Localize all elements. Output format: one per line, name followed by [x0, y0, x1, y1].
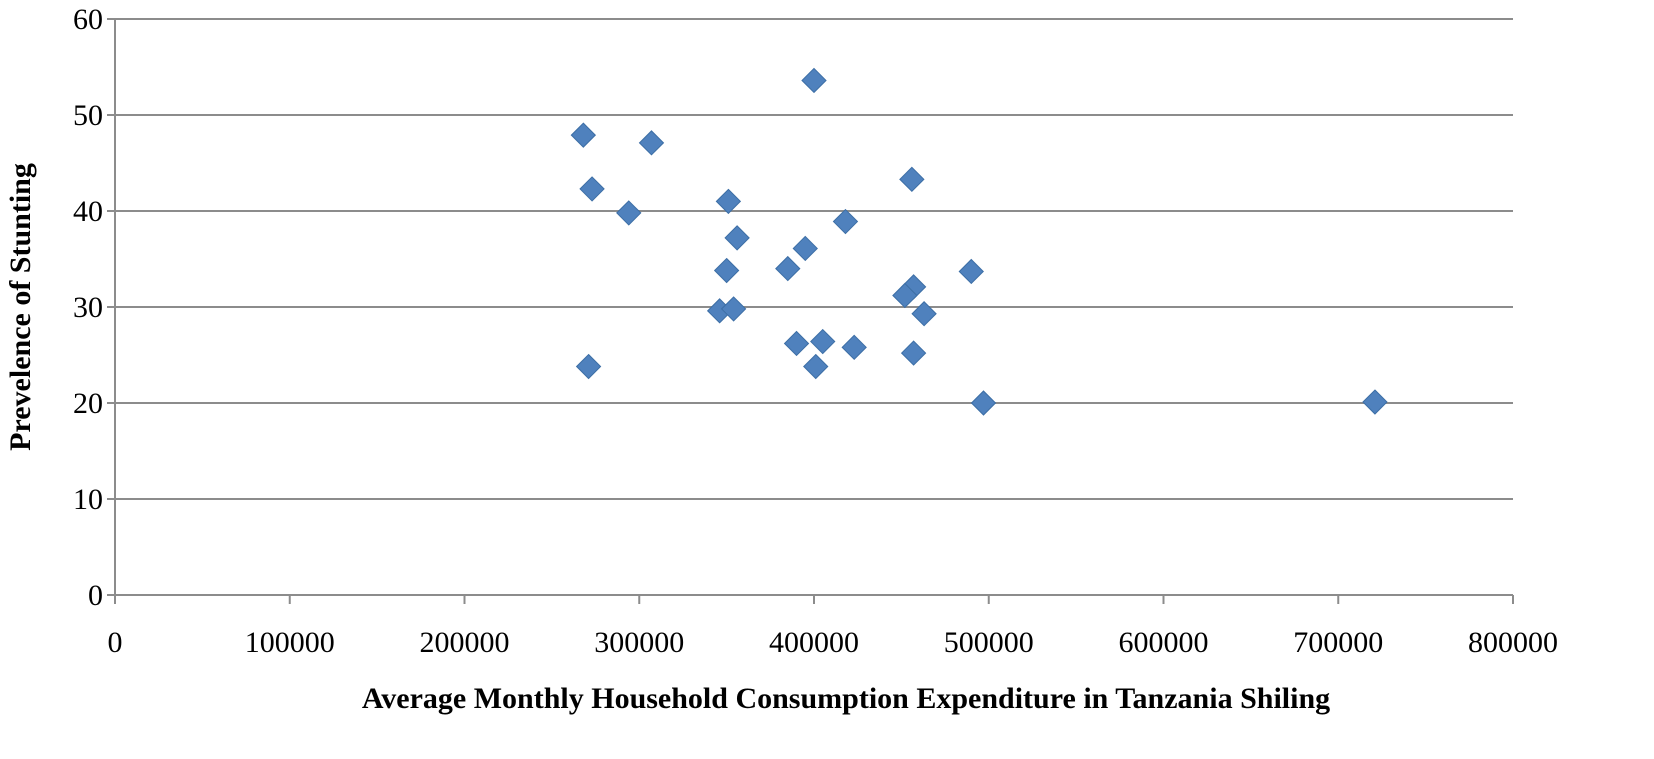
y-tick-labels: 0 10 20 30 40 50 60	[73, 3, 103, 612]
y-tick-label: 10	[73, 483, 103, 516]
y-tick-label: 50	[73, 99, 103, 132]
x-tick-label: 100000	[245, 626, 335, 659]
data-point	[638, 130, 665, 156]
data-point	[892, 282, 918, 309]
y-tick-label: 40	[73, 195, 103, 228]
x-axis-title: Average Monthly Household Consumption Ex…	[362, 682, 1330, 715]
data-points	[570, 67, 1388, 416]
data-point	[616, 200, 642, 226]
data-point	[713, 257, 740, 284]
data-point	[841, 334, 867, 361]
data-point	[775, 255, 801, 282]
data-point	[958, 258, 984, 285]
data-point	[970, 390, 997, 416]
data-point	[900, 340, 927, 366]
data-point	[911, 301, 937, 327]
data-point	[575, 353, 602, 380]
data-point	[1362, 389, 1388, 415]
data-point	[810, 328, 836, 355]
x-tick-label: 600000	[1119, 626, 1209, 659]
data-point	[570, 122, 597, 148]
x-tick-label: 800000	[1468, 626, 1558, 659]
data-point	[579, 176, 605, 202]
data-point	[724, 225, 750, 251]
data-point	[832, 208, 859, 235]
data-point	[801, 67, 827, 94]
data-point	[803, 353, 829, 380]
y-tick-label: 20	[73, 387, 103, 420]
x-tick-label: 300000	[594, 626, 684, 659]
x-tick-label: 500000	[944, 626, 1034, 659]
x-tick-label: 0	[108, 626, 123, 659]
y-tick-label: 30	[73, 291, 103, 324]
data-point	[783, 330, 810, 357]
y-tick-label: 60	[73, 3, 103, 36]
x-tick-label: 400000	[769, 626, 859, 659]
x-tick-label: 700000	[1293, 626, 1383, 659]
y-axis-title: Prevelence of Stunting	[4, 163, 37, 451]
data-point	[899, 166, 925, 193]
x-tick-label: 200000	[420, 626, 510, 659]
data-point	[792, 235, 818, 262]
gridlines	[115, 18, 1513, 500]
y-tick-label: 0	[88, 579, 103, 612]
data-point	[715, 188, 742, 215]
axes	[107, 18, 1514, 604]
x-tick-labels: 0 100000 200000 300000 400000 500000 600000 700…	[108, 626, 1559, 659]
data-point	[720, 296, 747, 322]
